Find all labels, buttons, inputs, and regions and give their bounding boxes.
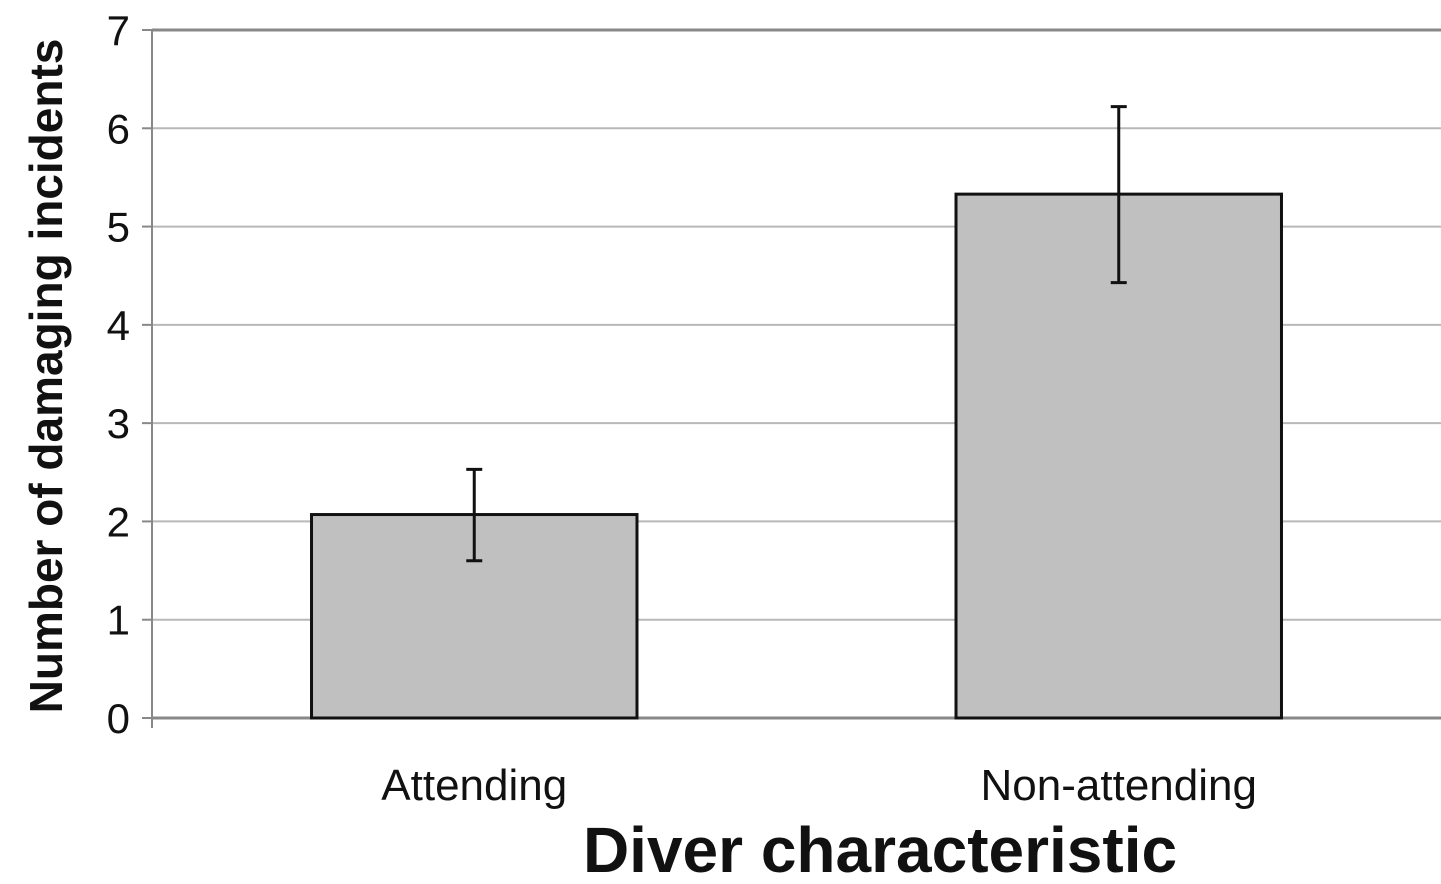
category-labels: Attending Non-attending (381, 761, 1257, 810)
x-tick-label: Attending (381, 761, 567, 810)
y-tick-label: 4 (107, 302, 130, 349)
bars (310, 192, 1283, 720)
y-tick-label: 1 (107, 597, 130, 644)
y-tick-labels: 0 1 2 3 4 5 6 7 (107, 7, 130, 742)
y-axis-title: Number of damaging incidents (20, 39, 72, 714)
y-tick-label: 0 (107, 695, 130, 742)
y-tick-label: 7 (107, 7, 130, 54)
y-tick-label: 3 (107, 400, 130, 447)
x-tick-label: Non-attending (981, 761, 1257, 810)
y-tick-label: 5 (107, 204, 130, 251)
y-tick-label: 6 (107, 105, 130, 152)
error-bars (466, 105, 1127, 563)
x-axis-title: Diver characteristic (583, 814, 1177, 884)
y-tick-label: 2 (107, 498, 130, 545)
